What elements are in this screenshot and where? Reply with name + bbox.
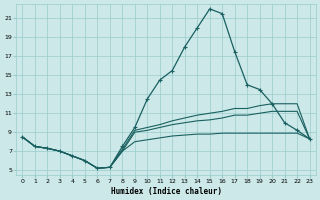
X-axis label: Humidex (Indice chaleur): Humidex (Indice chaleur) (110, 187, 221, 196)
